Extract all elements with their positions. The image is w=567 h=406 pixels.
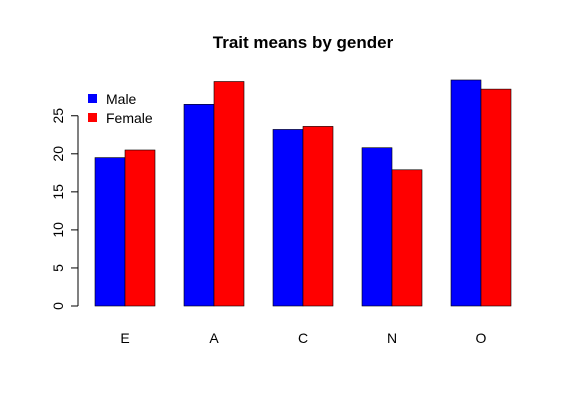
x-tick-label: O: [476, 330, 487, 346]
bars: [94, 79, 512, 307]
bar-o-female: [480, 88, 512, 307]
y-axis: 0 5 10 15 20 25: [50, 108, 79, 310]
legend-label-male: Male: [106, 91, 137, 107]
y-tick-label: 15: [50, 184, 66, 200]
y-tick-label: 5: [50, 264, 66, 272]
legend-swatch-male: [88, 94, 97, 103]
legend-swatch-female: [88, 113, 97, 122]
y-tick-label: 0: [50, 302, 66, 310]
y-tick-label: 25: [50, 108, 66, 124]
legend-label-female: Female: [106, 110, 153, 126]
bar-n-male: [361, 147, 393, 307]
bar-n-female: [391, 169, 423, 307]
y-tick-label: 20: [50, 146, 66, 162]
x-tick-label: C: [298, 330, 308, 346]
bar-o-male: [450, 79, 482, 307]
bar-a-female: [213, 81, 245, 307]
y-tick-label: 10: [50, 222, 66, 238]
chart-title: Trait means by gender: [213, 33, 394, 52]
bar-e-female: [124, 149, 156, 307]
x-tick-label: E: [120, 330, 129, 346]
x-tick-label: N: [387, 330, 397, 346]
bar-a-male: [183, 104, 215, 307]
bar-e-male: [94, 157, 126, 307]
x-tick-label: A: [209, 330, 219, 346]
bar-c-female: [302, 126, 334, 307]
legend: Male Female: [88, 91, 153, 126]
bar-c-male: [272, 129, 304, 307]
